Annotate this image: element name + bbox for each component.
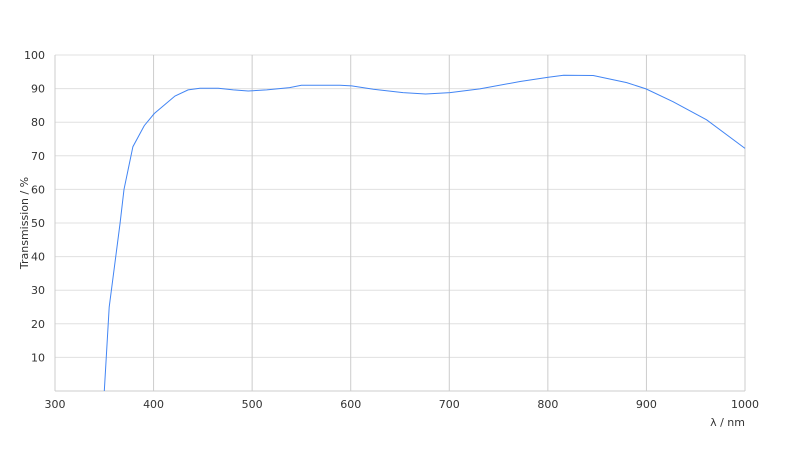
y-tick-label: 100 [24, 49, 45, 62]
x-tick-label: 600 [340, 398, 361, 411]
x-tick-label: 400 [143, 398, 164, 411]
y-tick-label: 40 [31, 251, 45, 264]
x-tick-label: 800 [537, 398, 558, 411]
x-tick-label: 700 [439, 398, 460, 411]
x-tick-label: 1000 [731, 398, 759, 411]
y-tick-label: 80 [31, 116, 45, 129]
series-line [103, 74, 746, 392]
x-tick-label: 500 [242, 398, 263, 411]
x-tick-label: 300 [45, 398, 66, 411]
y-tick-label: 30 [31, 284, 45, 297]
y-tick-label: 20 [31, 318, 45, 331]
grid [54, 54, 746, 392]
y-tick-label: 60 [31, 183, 45, 196]
y-tick-label: 50 [31, 217, 45, 230]
x-axis-label: λ / nm [710, 416, 745, 429]
x-tick-label: 900 [636, 398, 657, 411]
y-tick-label: 70 [31, 150, 45, 163]
y-axis-label: Transmission / % [18, 177, 31, 270]
tick-labels: 10 20 30 40 50 60 70 80 90 100 300 400 500 600 700 800 9… [24, 49, 759, 411]
y-tick-label: 90 [31, 83, 45, 96]
y-tick-label: 10 [31, 351, 45, 364]
